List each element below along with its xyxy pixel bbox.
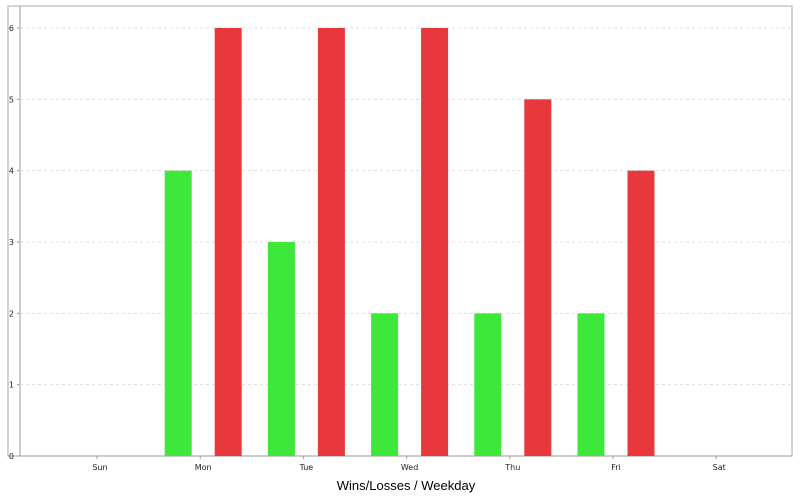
y-tick-label: 3 [9,238,14,247]
bar [317,28,345,456]
x-tick-label: Sat [713,463,726,472]
plot-frame [7,5,793,457]
bar [524,99,552,456]
bar [214,28,242,456]
y-tick-label: 2 [9,309,14,318]
y-tick-labels: 0 1 2 3 4 5 6 [9,24,20,461]
x-tick-label: Fri [611,463,621,472]
bar [421,28,449,456]
y-tick-label: 6 [9,24,14,33]
y-tick-label: 5 [9,95,14,104]
bar [474,313,502,456]
bar [627,170,655,456]
x-tick-labels: Sun Mon Tue Wed Thu Fri Sat [92,456,726,472]
bar [371,313,399,456]
x-axis-title: Wins/Losses / Weekday [337,478,476,493]
x-tick-label: Tue [299,463,314,472]
bar [577,313,605,456]
y-tick-label: 0 [9,452,14,461]
bars [164,28,655,456]
x-tick-label: Wed [401,463,418,472]
bar [164,170,192,456]
x-tick-label: Mon [195,463,212,472]
grid-lines [19,6,792,457]
x-tick-label: Sun [92,463,107,472]
y-tick-label: 1 [9,381,14,390]
x-tick-label: Thu [504,463,520,472]
bar [267,242,295,456]
y-tick-label: 4 [9,167,14,176]
